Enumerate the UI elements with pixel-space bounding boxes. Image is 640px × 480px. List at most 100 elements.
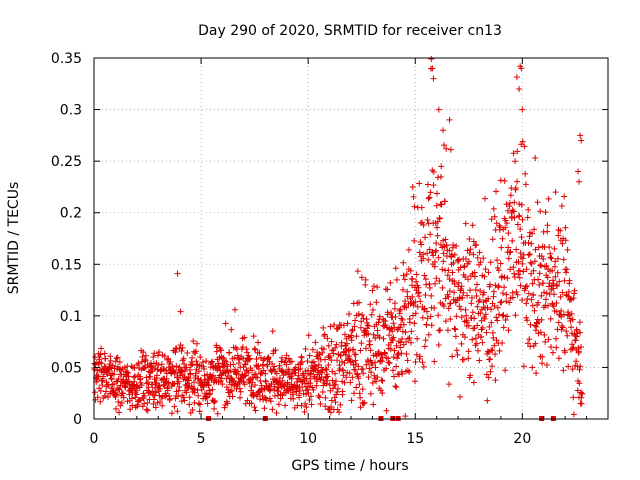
data-point <box>511 199 518 206</box>
data-point <box>348 332 355 339</box>
data-point <box>131 373 138 380</box>
data-point <box>470 238 477 245</box>
data-point <box>437 327 444 334</box>
data-point <box>515 258 522 265</box>
data-point <box>478 333 485 340</box>
data-point <box>229 393 236 400</box>
data-point <box>447 146 454 153</box>
data-point <box>320 324 327 331</box>
data-point <box>439 266 446 273</box>
data-point <box>358 340 365 347</box>
data-point <box>560 256 567 263</box>
data-point <box>357 394 364 401</box>
data-point <box>509 207 516 214</box>
data-point <box>187 371 194 378</box>
data-point <box>521 143 528 150</box>
data-point <box>269 328 276 335</box>
data-point <box>531 226 538 233</box>
data-point <box>335 385 342 392</box>
data-point <box>370 401 377 408</box>
data-point <box>389 367 396 374</box>
data-point <box>559 324 566 331</box>
data-point <box>423 281 430 288</box>
data-point <box>538 316 545 323</box>
data-point <box>304 358 311 365</box>
data-point <box>343 340 350 347</box>
data-point <box>435 312 442 319</box>
data-point <box>396 310 403 317</box>
data-point <box>164 387 171 394</box>
data-point <box>322 394 329 401</box>
data-point <box>374 327 381 334</box>
data-point <box>548 255 555 262</box>
data-point <box>428 322 435 329</box>
data-point <box>414 335 421 342</box>
data-point <box>428 56 435 63</box>
data-point <box>550 280 557 287</box>
data-point <box>545 195 552 202</box>
data-point <box>543 361 550 368</box>
data-point <box>129 402 136 409</box>
data-point <box>489 236 496 243</box>
data-point <box>545 283 552 290</box>
data-point <box>293 388 300 395</box>
data-point <box>306 383 313 390</box>
data-point <box>402 298 409 305</box>
data-point <box>390 334 397 341</box>
data-point <box>400 259 407 266</box>
data-point <box>213 344 220 351</box>
data-point <box>506 249 513 256</box>
data-point <box>290 389 297 396</box>
data-point <box>241 381 248 388</box>
y-tick-label: 0.15 <box>51 257 82 273</box>
data-point <box>511 270 518 277</box>
data-point <box>432 280 439 287</box>
data-point <box>269 406 276 413</box>
data-point <box>214 410 221 417</box>
data-point <box>313 375 320 382</box>
data-point <box>178 347 185 354</box>
data-point <box>163 392 170 399</box>
data-point <box>433 190 440 197</box>
data-point <box>164 356 171 363</box>
data-point <box>528 240 535 247</box>
data-point <box>489 363 496 370</box>
data-point <box>347 379 354 386</box>
data-point <box>109 362 116 369</box>
data-point <box>124 369 131 376</box>
data-point <box>526 336 533 343</box>
data-point <box>555 232 562 239</box>
data-point <box>94 367 101 374</box>
data-point <box>532 340 539 347</box>
data-point <box>562 237 569 244</box>
data-point <box>541 331 548 338</box>
data-point <box>558 307 565 314</box>
data-point <box>417 298 424 305</box>
data-point <box>514 178 521 185</box>
data-point <box>189 406 196 413</box>
data-point <box>399 286 406 293</box>
data-point <box>435 342 442 349</box>
data-point <box>307 380 314 387</box>
data-point <box>427 313 434 320</box>
data-point <box>438 163 445 170</box>
data-point <box>387 346 394 353</box>
data-point <box>408 328 415 335</box>
data-point <box>328 397 335 404</box>
data-point <box>487 259 494 266</box>
data-point <box>98 360 105 367</box>
data-point <box>216 364 223 371</box>
data-point <box>537 329 544 336</box>
data-point <box>496 311 503 318</box>
data-point <box>352 317 359 324</box>
data-point <box>516 274 523 281</box>
data-point <box>531 258 538 265</box>
data-point <box>419 359 426 366</box>
data-point <box>504 313 511 320</box>
data-point <box>265 354 272 361</box>
data-point <box>270 350 277 357</box>
data-point <box>411 237 418 244</box>
data-point <box>518 234 525 241</box>
data-point <box>560 367 567 374</box>
data-point <box>577 132 584 139</box>
